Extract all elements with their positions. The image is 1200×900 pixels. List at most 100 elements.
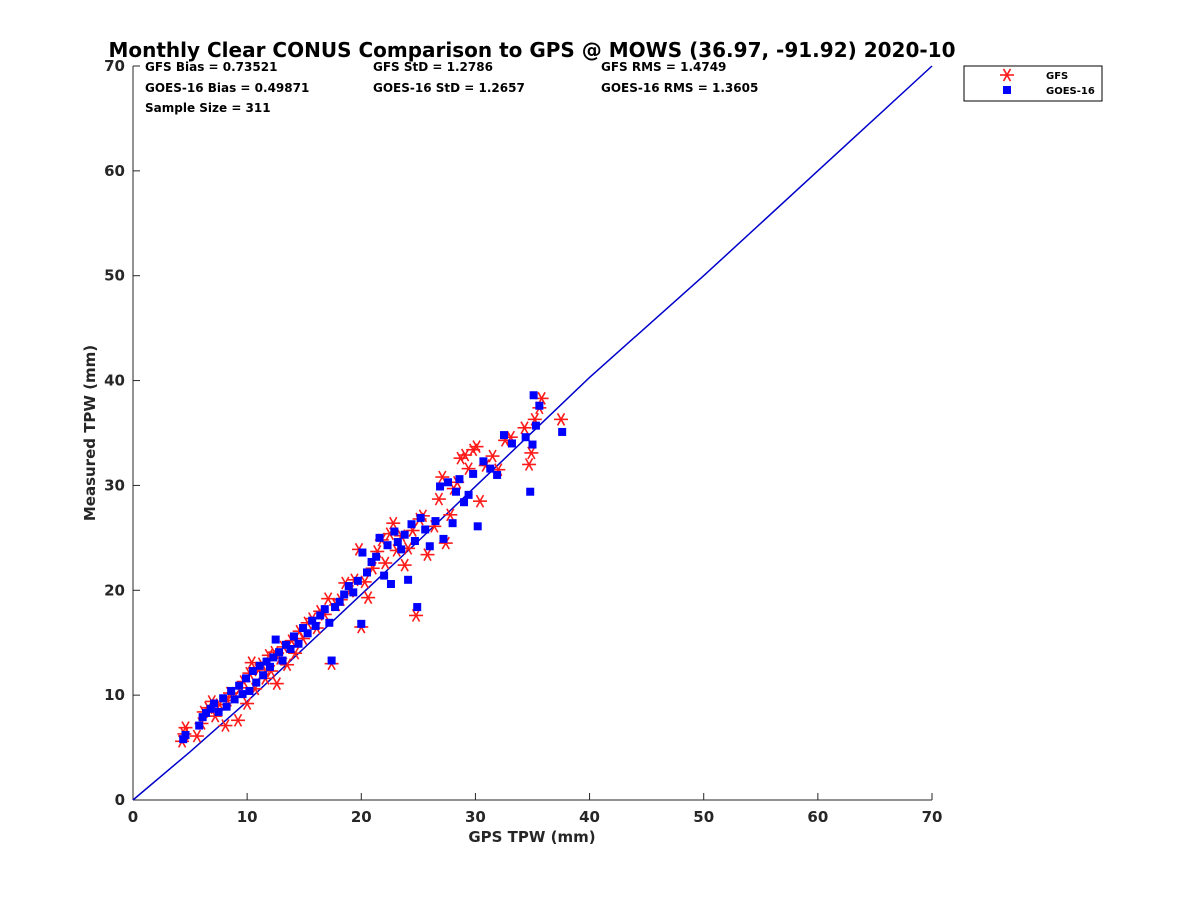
x-ticks: 0 10 20 30 40 50 60 70 <box>128 793 943 826</box>
y-tick-label: 50 <box>104 267 125 285</box>
plot-area <box>132 66 932 801</box>
goes16-point <box>278 656 287 665</box>
gfs-point <box>453 451 468 465</box>
goes16-point <box>431 517 440 526</box>
goes16-point <box>214 707 223 716</box>
x-axis-label: GPS TPW (mm) <box>468 828 595 846</box>
stat-gfs-bias: GFS Bias = 0.73521 <box>145 60 277 74</box>
goes16-point <box>507 439 516 448</box>
goes16-point <box>499 431 508 440</box>
goes16-point <box>413 603 422 612</box>
gfs-point <box>472 494 487 508</box>
goes16-point <box>404 575 413 584</box>
gfs-point <box>361 591 376 605</box>
goes16-point <box>455 475 464 484</box>
goes16-point <box>357 619 366 628</box>
legend-marker-gfs <box>1000 68 1014 82</box>
goes16-point <box>235 681 244 690</box>
goes16-point <box>316 611 325 620</box>
goes16-point <box>181 730 190 739</box>
goes16-point <box>464 490 473 499</box>
goes16-point <box>416 513 425 522</box>
stat-gfs-rms: GFS RMS = 1.4749 <box>601 60 726 74</box>
goes16-point <box>269 653 278 662</box>
x-tick-label: 0 <box>128 808 138 826</box>
goes16-point <box>252 678 261 687</box>
goes16-point <box>479 457 488 466</box>
goes16-point <box>238 690 247 699</box>
goes16-point <box>230 695 239 704</box>
goes16-point <box>255 661 264 670</box>
goes16-point <box>358 548 367 557</box>
legend-label-goes16: GOES-16 <box>1046 86 1095 97</box>
gfs-point <box>321 592 336 606</box>
x-tick-label: 50 <box>693 808 714 826</box>
goes16-point <box>558 427 567 436</box>
gfs-point <box>409 608 424 622</box>
goes16-point <box>327 656 336 665</box>
goes16-point <box>529 391 538 400</box>
goes16-point <box>242 674 251 683</box>
goes16-point <box>219 694 228 703</box>
goes16-point <box>439 534 448 543</box>
goes16-point <box>375 533 384 542</box>
goes16-point <box>222 702 231 711</box>
goes16-point <box>198 713 207 722</box>
y-tick-label: 30 <box>104 476 125 494</box>
goes16-point <box>299 624 308 633</box>
goes16-point <box>444 478 453 487</box>
goes16-point <box>245 686 254 695</box>
gfs-point <box>397 558 412 572</box>
reference-line <box>132 65 933 801</box>
goes16-point <box>367 557 376 566</box>
y-tick-label: 0 <box>115 791 125 809</box>
goes16-point <box>265 662 274 671</box>
goes16-point <box>271 635 280 644</box>
legend: GFS GOES-16 <box>963 65 1103 102</box>
gfs-point <box>485 449 500 463</box>
goes16-point <box>335 597 344 606</box>
gfs-point <box>431 492 446 506</box>
stat-goes-rms: GOES-16 RMS = 1.3605 <box>601 81 758 95</box>
goes16-point <box>227 686 236 695</box>
goes16-point <box>493 470 502 479</box>
goes16-point <box>421 525 430 534</box>
x-tick-label: 40 <box>579 808 600 826</box>
gfs-point <box>231 713 246 727</box>
goes16-point <box>275 648 284 657</box>
goes16-point <box>383 541 392 550</box>
goes16-point <box>202 708 211 717</box>
series-goes16 <box>179 391 567 744</box>
gfs-point <box>218 719 233 733</box>
goes16-point <box>303 629 312 638</box>
goes16-point <box>526 487 535 496</box>
y-tick-label: 20 <box>104 581 125 599</box>
y-tick-label: 10 <box>104 686 125 704</box>
gfs-point <box>517 421 532 435</box>
y-tick-label: 60 <box>104 162 125 180</box>
legend-marker-goes16 <box>1003 86 1011 94</box>
goes16-point <box>353 576 362 585</box>
goes16-point <box>340 590 349 599</box>
x-tick-label: 30 <box>465 808 486 826</box>
goes16-point <box>531 421 540 430</box>
gfs-point <box>554 412 569 426</box>
goes16-point <box>386 579 395 588</box>
goes16-point <box>210 699 219 708</box>
goes16-point <box>528 440 537 449</box>
stat-goes-bias: GOES-16 Bias = 0.49871 <box>145 81 309 95</box>
goes16-point <box>325 618 334 627</box>
gfs-point <box>522 457 537 471</box>
goes16-point <box>311 621 320 630</box>
goes16-point <box>407 520 416 529</box>
goes16-point <box>425 542 434 551</box>
goes16-point <box>452 487 461 496</box>
goes16-point <box>294 639 303 648</box>
stat-goes-std: GOES-16 StD = 1.2657 <box>373 81 525 95</box>
stat-gfs-std: GFS StD = 1.2786 <box>373 60 493 74</box>
goes16-point <box>397 545 406 554</box>
x-tick-label: 70 <box>922 808 943 826</box>
gfs-point <box>378 556 393 570</box>
goes16-point <box>521 433 530 442</box>
